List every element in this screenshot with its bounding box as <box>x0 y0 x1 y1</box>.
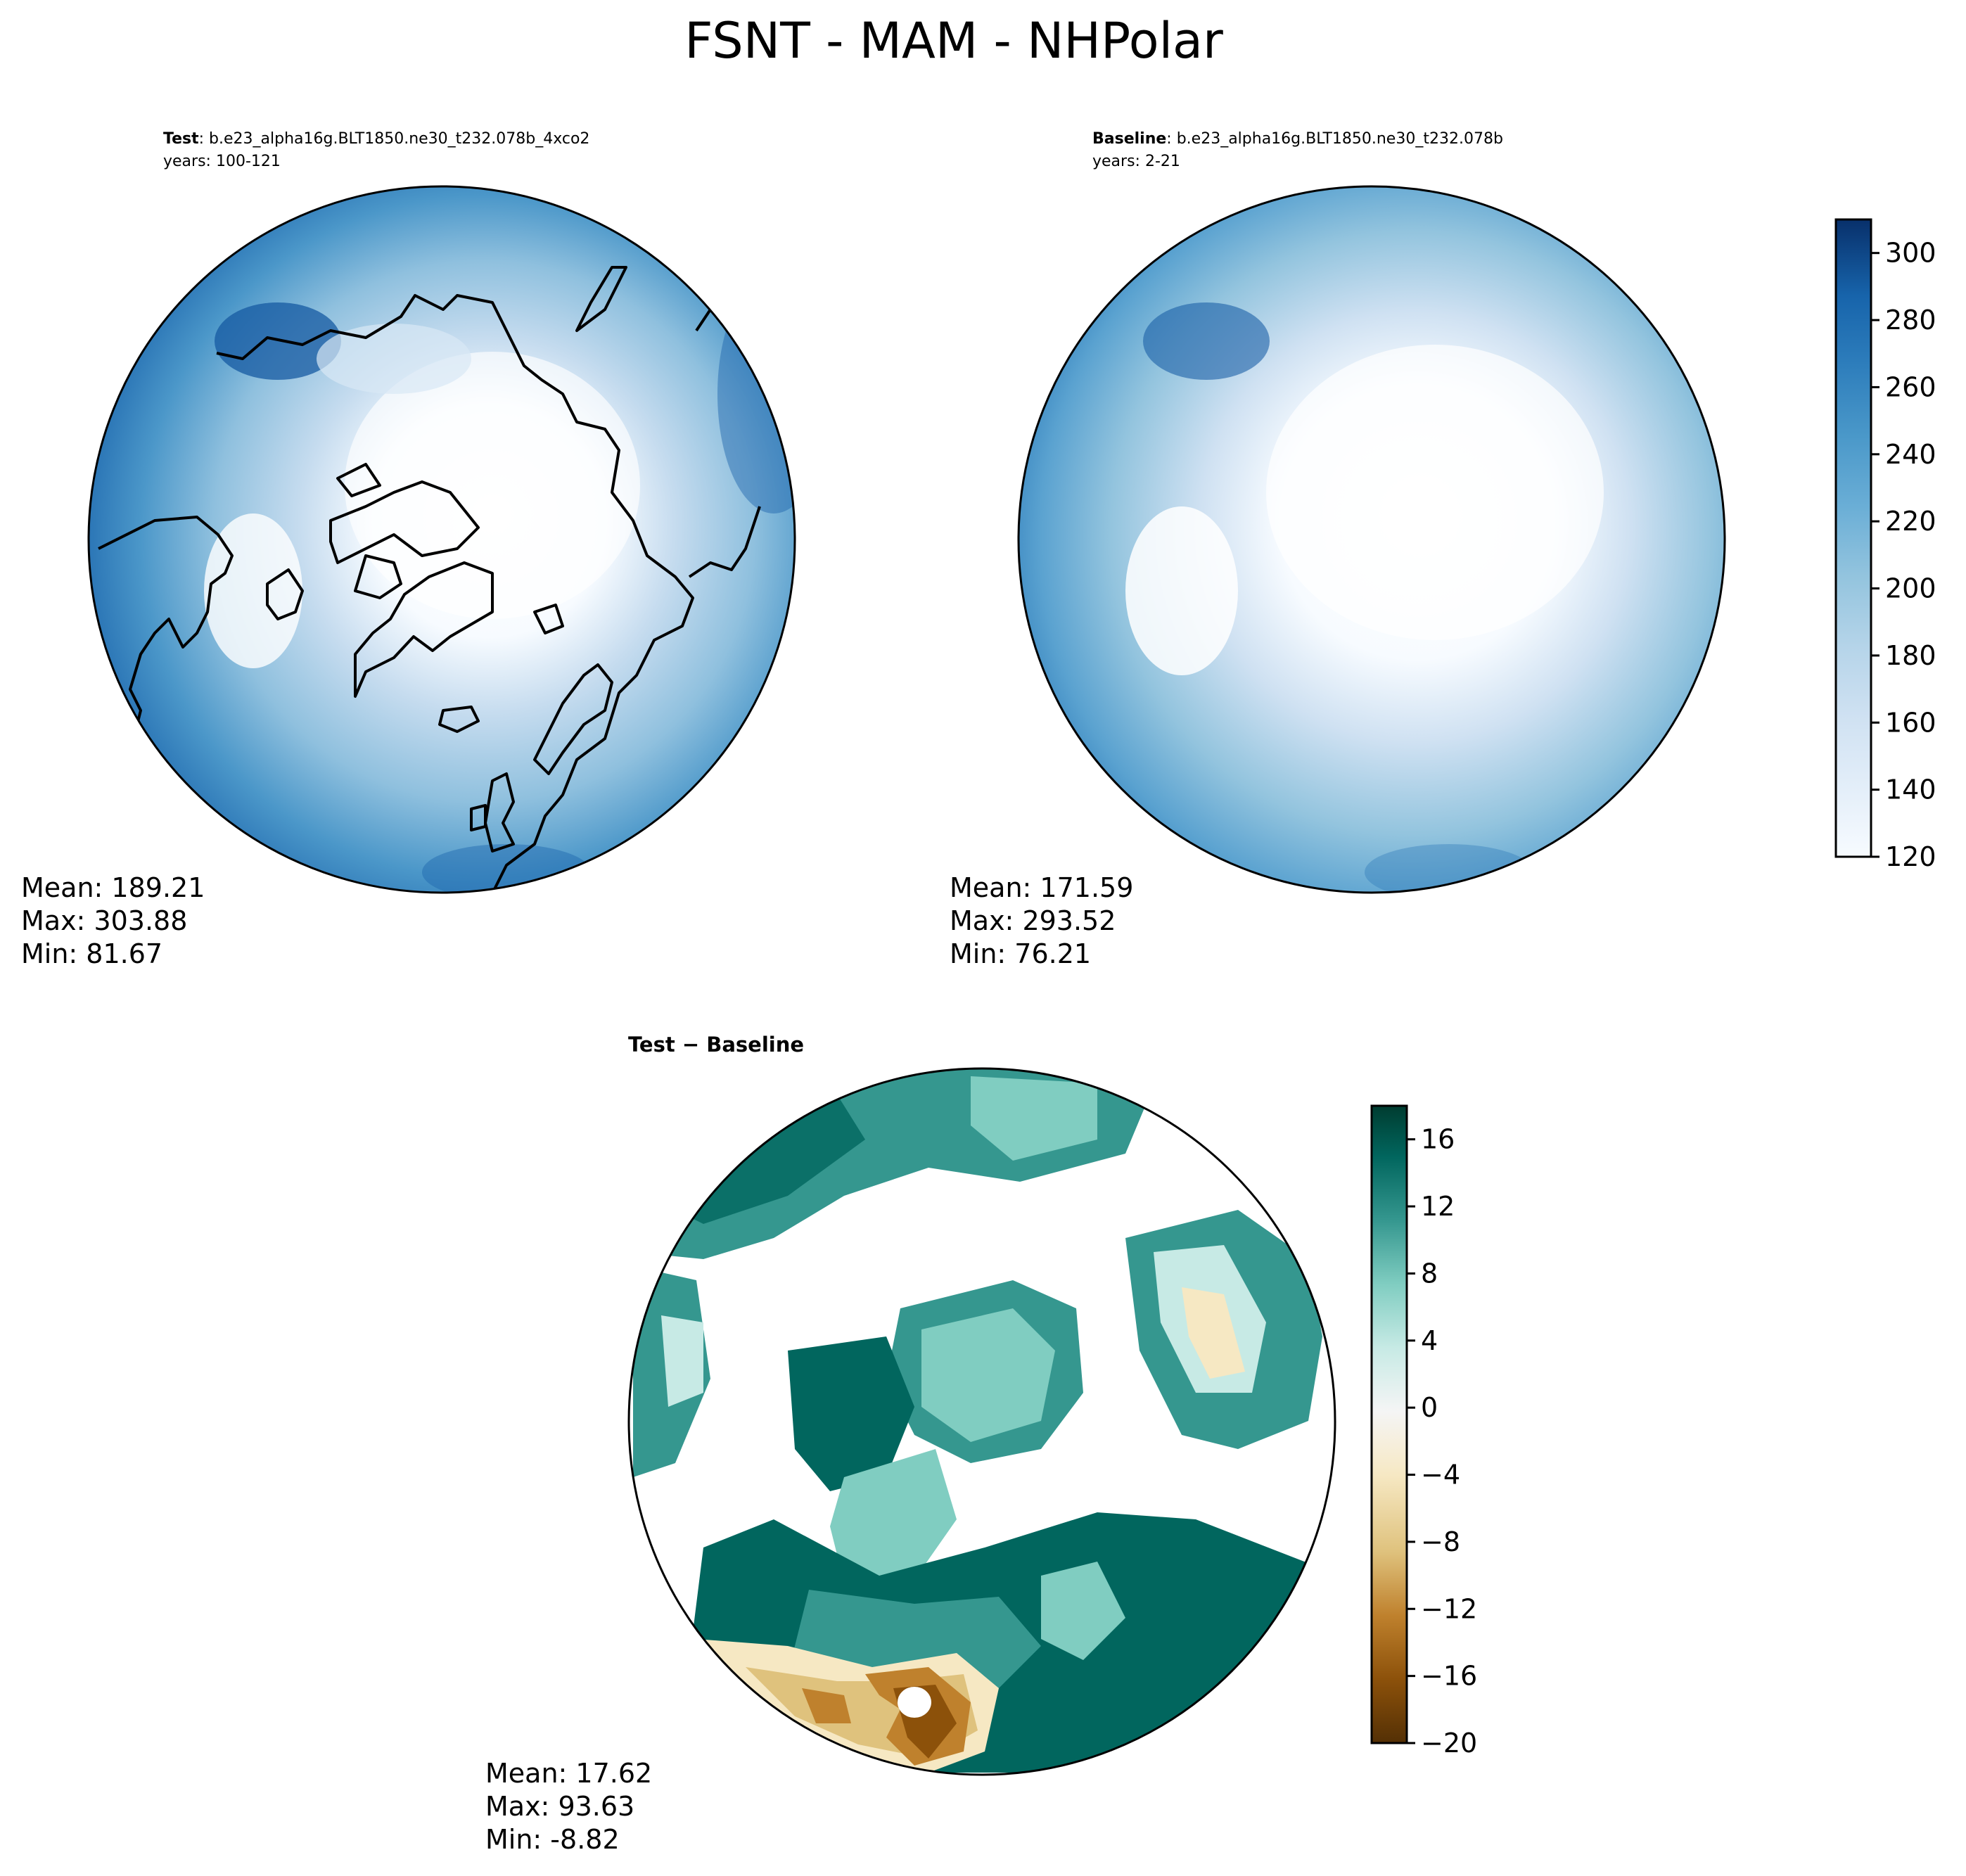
baseline-min: Min: 76.21 <box>950 938 1091 969</box>
baseline-mean: Mean: 171.59 <box>950 872 1133 903</box>
test-header-case: : b.e23_alpha16g.BLT1850.ne30_t232.078b_… <box>199 130 590 148</box>
test-max: Max: 303.88 <box>21 905 187 936</box>
colorbar-diff-tick-label: −8 <box>1421 1526 1460 1557</box>
colorbar-diff-tick-label: 12 <box>1421 1191 1455 1222</box>
test-coastlines <box>98 252 761 893</box>
panel-test: Test: b.e23_alpha16g.BLT1850.ne30_t232.0… <box>21 130 796 969</box>
colorbar-main-ticks: 120 140 160 180 200 220 240 260 280 300 <box>1871 238 1936 872</box>
colorbar-diff-ticks: −20 −16 −12 −8 −4 0 4 8 12 16 <box>1407 1124 1477 1759</box>
baseline-map <box>1019 186 1725 893</box>
diff-min: Min: -8.82 <box>485 1824 620 1855</box>
colorbar-diff-tick-label: −20 <box>1421 1728 1477 1759</box>
diff-max: Max: 93.63 <box>485 1791 634 1822</box>
test-map-boundary <box>87 185 796 894</box>
colorbar-main-tick-label: 160 <box>1885 707 1936 738</box>
baseline-years: years: 2-21 <box>1092 153 1180 170</box>
colorbar-diff-tick-label: −16 <box>1421 1661 1477 1692</box>
colorbar-diff-tick-label: 8 <box>1421 1258 1438 1289</box>
panel-diff: Test − Baseline <box>485 1033 1336 1855</box>
diff-map <box>629 1068 1335 1775</box>
colorbar-main-tick-label: 240 <box>1885 439 1936 470</box>
test-header: Test: b.e23_alpha16g.BLT1850.ne30_t232.0… <box>163 130 589 148</box>
test-header-label: Test <box>163 130 199 148</box>
colorbar-main-tick-label: 220 <box>1885 506 1936 537</box>
diff-header: Test − Baseline <box>628 1033 804 1057</box>
test-years: years: 100-121 <box>163 153 281 170</box>
diff-mean: Mean: 17.62 <box>485 1758 652 1789</box>
colorbar-main-tick-label: 180 <box>1885 640 1936 671</box>
panel-baseline: Baseline: b.e23_alpha16g.BLT1850.ne30_t2… <box>950 130 1726 969</box>
colorbar-diff-tick-label: 0 <box>1421 1392 1438 1423</box>
colorbar-main: 120 140 160 180 200 220 240 260 280 300 <box>1834 218 1936 872</box>
colorbar-main-tick-label: 260 <box>1885 371 1936 402</box>
baseline-header-case: : b.e23_alpha16g.BLT1850.ne30_t232.078b <box>1166 130 1503 148</box>
colorbar-diff-bar <box>1370 1104 1408 1744</box>
colorbar-main-tick-label: 120 <box>1885 841 1936 872</box>
colorbar-diff-tick-label: 16 <box>1421 1124 1455 1155</box>
colorbar-diff-tick-label: −4 <box>1421 1460 1460 1491</box>
colorbar-main-bar <box>1834 218 1872 858</box>
baseline-header: Baseline: b.e23_alpha16g.BLT1850.ne30_t2… <box>1092 130 1503 148</box>
test-min: Min: 81.67 <box>21 938 162 969</box>
colorbar-main-tick-label: 200 <box>1885 573 1936 604</box>
baseline-max: Max: 293.52 <box>950 905 1116 936</box>
colorbar-diff: −20 −16 −12 −8 −4 0 4 8 12 16 <box>1370 1104 1477 1759</box>
diff-map-boundary <box>627 1067 1336 1776</box>
colorbar-diff-tick-label: −12 <box>1421 1593 1477 1624</box>
colorbar-main-tick-label: 140 <box>1885 774 1936 805</box>
baseline-header-label: Baseline <box>1092 130 1166 148</box>
figure-title: FSNT - MAM - NHPolar <box>684 12 1223 70</box>
baseline-map-boundary <box>1017 185 1726 894</box>
colorbar-main-tick-label: 280 <box>1885 305 1936 336</box>
colorbar-diff-tick-label: 4 <box>1421 1325 1438 1356</box>
colorbar-main-tick-label: 300 <box>1885 238 1936 269</box>
test-mean: Mean: 189.21 <box>21 872 205 903</box>
